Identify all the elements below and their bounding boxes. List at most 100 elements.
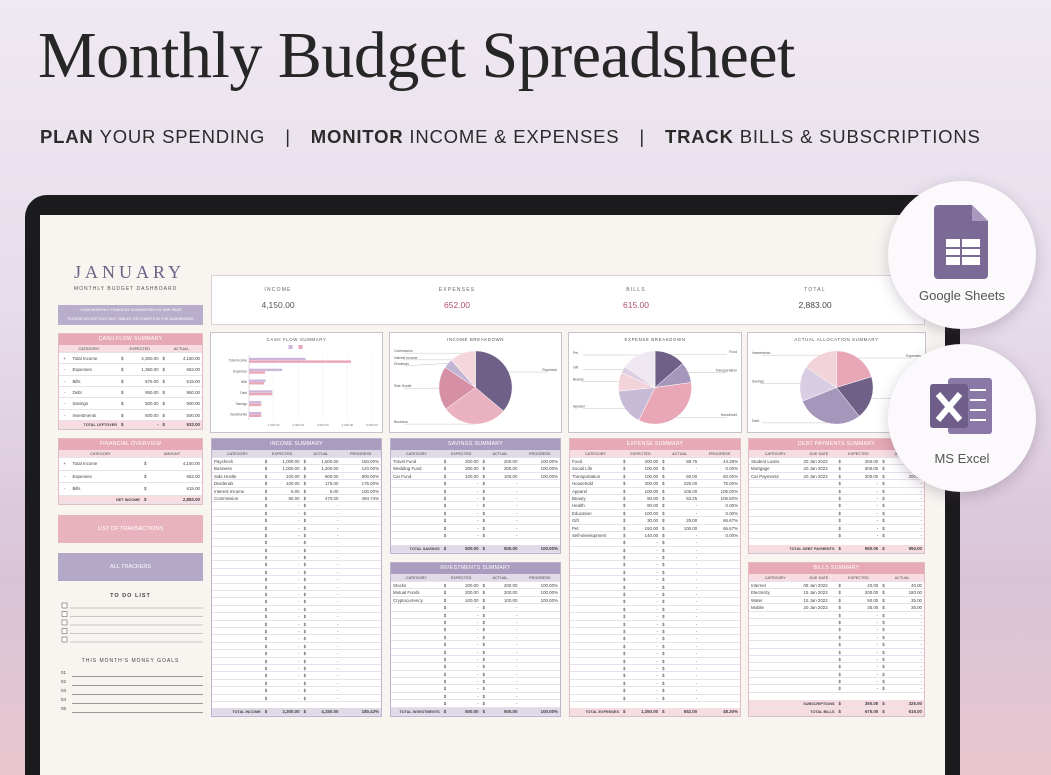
money-cell: $ -	[263, 554, 302, 561]
money-cell: $652.00	[142, 471, 202, 484]
money-cell: $ -	[481, 525, 520, 532]
currency: $	[264, 569, 268, 575]
total-row: TOTAL BILLS $675.00 $615.00	[749, 707, 924, 716]
currency: $	[882, 495, 885, 501]
currency: $	[882, 605, 885, 611]
summary-table: EXPENSE SUMMARY CATEGORY EXPECTED ACTUAL PRO…	[569, 438, 741, 717]
amount: -	[695, 503, 698, 509]
currency: $	[482, 583, 486, 588]
summary-table: FINANCIAL OVERVIEW CATEGORY AMOUNT + Total I…	[58, 438, 203, 505]
currency: $	[121, 421, 124, 427]
blank-row: $ - $ -	[391, 604, 560, 612]
amount: -	[920, 642, 922, 648]
currency: $	[623, 599, 626, 605]
currency: $	[443, 466, 447, 472]
amount: 5.00	[329, 488, 339, 494]
currency: $	[303, 628, 307, 634]
amount: -	[656, 621, 659, 627]
amount: 80.00	[647, 503, 659, 509]
currency: $	[303, 695, 307, 701]
blank-row: $ - $ -	[391, 655, 560, 664]
pct-cell: 100.00%	[540, 583, 558, 588]
amount: -	[336, 577, 339, 583]
header-row: CATEGORY EXPECTED ACTUAL	[59, 345, 202, 353]
spacer	[749, 693, 924, 700]
currency: $	[443, 532, 447, 538]
currency: $	[482, 510, 486, 516]
currency: $	[623, 636, 626, 642]
amount: -	[656, 665, 659, 671]
money-cell: $105.00	[660, 488, 699, 495]
amount: 350.00	[864, 700, 879, 706]
total-row: TOTAL INCOME $2,300.00 $4,150.00 180.43%	[212, 707, 381, 716]
nav-button[interactable]: LIST OF TRANSACTIONS	[58, 515, 203, 543]
blank-row: $ - $ -	[212, 583, 381, 592]
bar	[249, 392, 273, 396]
amount: 200.00	[644, 459, 659, 464]
money-cell: $ -	[880, 626, 924, 633]
kpi-label: EXPENSES	[438, 287, 476, 293]
amount: -	[336, 540, 339, 546]
currency: $	[838, 518, 841, 524]
blank-row: $ - $ -	[212, 687, 381, 695]
money-cell: $200.00	[481, 582, 520, 589]
money-cell: $ -	[302, 502, 341, 509]
money-cell: $80.00	[621, 502, 660, 509]
money-cell: $ -	[837, 641, 881, 648]
amount: -	[695, 540, 698, 546]
badge: Google Sheets	[888, 181, 1036, 329]
table-row: - Bills $675.00 $615.00	[59, 375, 202, 387]
amount: -	[298, 636, 300, 642]
amount: -	[477, 605, 479, 611]
amount: -	[876, 671, 879, 677]
money-cell: $325.00	[880, 700, 924, 708]
nav-button[interactable]: ALL TRACKERS	[58, 553, 203, 581]
currency: $	[303, 532, 307, 538]
amount: 95.00	[288, 495, 300, 501]
money-cell: $ -	[481, 671, 520, 678]
currency: $	[264, 708, 268, 714]
amount: -	[515, 495, 518, 501]
blank-row: $ - $ -	[570, 583, 740, 592]
blank-row: $ - $ -	[212, 613, 381, 621]
blank-row: $ - $ -	[570, 561, 740, 569]
amount: -	[515, 619, 518, 625]
amount: 225.00	[683, 481, 698, 487]
currency: $	[838, 649, 841, 655]
header-cell: CATEGORY	[226, 452, 248, 456]
kpi-box: INCOME 4,150.00 EXPENSES 652.00 BILLS 615.00 T…	[211, 275, 925, 325]
pct-cell: 180.43%	[361, 708, 379, 714]
amount: 200.00	[864, 590, 879, 596]
currency: $	[264, 466, 268, 472]
text-cell: Transportation	[572, 473, 601, 479]
money-cell: $ -	[302, 650, 341, 657]
money-cell: $ -	[481, 685, 520, 692]
text-cell: Expenses	[72, 367, 92, 373]
money-cell: $ -	[621, 561, 660, 568]
money-cell: $ -	[880, 502, 924, 509]
amount: -	[656, 569, 659, 575]
money-cell: $1,350.00	[621, 708, 660, 716]
money-cell: $ -	[302, 606, 341, 613]
money-cell: $ -	[481, 656, 520, 663]
money-cell: $ -	[880, 671, 924, 678]
currency: $	[482, 488, 486, 494]
currency: $	[838, 597, 841, 603]
money-cell: $500.00	[119, 410, 160, 421]
amount: -	[298, 651, 300, 657]
money-cell: $200.00	[442, 582, 481, 589]
money-cell: $ -	[837, 488, 881, 495]
blank-row: $ - $ -	[570, 664, 740, 673]
amount: -	[876, 525, 879, 531]
money-cell: $ -	[880, 663, 924, 670]
money-cell: $ -	[442, 685, 481, 692]
amount: -	[695, 636, 698, 642]
currency: $	[882, 525, 885, 531]
money-cell: $ -	[837, 495, 881, 502]
money-cell: $ -	[660, 598, 699, 605]
amount: -	[920, 634, 922, 640]
header-cell: EXPECTED	[271, 452, 293, 456]
currency: $	[482, 627, 486, 633]
x-tick-label: 5,000.00	[366, 423, 378, 427]
money-cell: $ -	[442, 663, 481, 670]
